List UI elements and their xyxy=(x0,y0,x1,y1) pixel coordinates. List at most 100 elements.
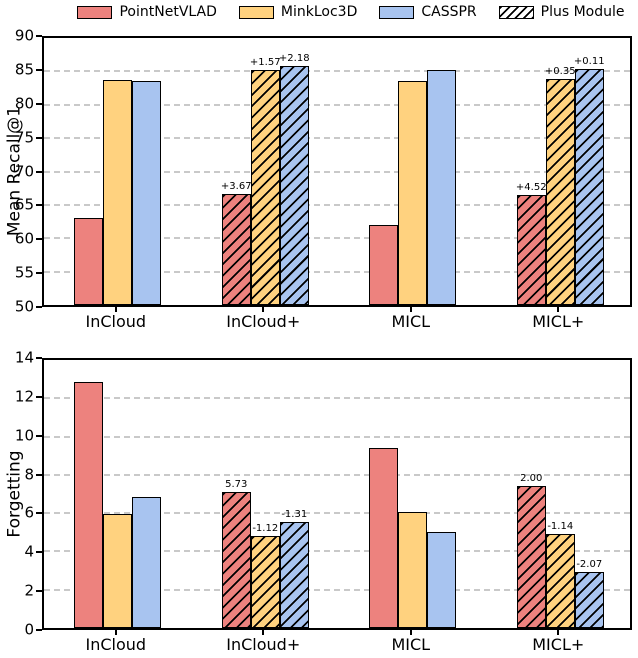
y-tick-label: 2 xyxy=(24,581,34,600)
bar-casspr-incloud xyxy=(132,496,162,628)
x-tick-label-micl+: MICL+ xyxy=(532,635,585,654)
bar-minkloc3d-micl+ xyxy=(545,79,575,305)
bar-annotation-pointnetvlad-incloud+: 5.73 xyxy=(225,478,248,490)
gridline-y-70 xyxy=(44,170,630,173)
bar-pointnetvlad-incloud xyxy=(74,382,104,628)
gridline-y-8 xyxy=(44,473,630,476)
bar-annotation-minkloc3d-incloud+: -1.12 xyxy=(252,522,279,534)
bar-annotation-casspr-micl+: -2.07 xyxy=(576,558,603,570)
bar-minkloc3d-micl xyxy=(398,81,428,305)
gridline-y-55 xyxy=(44,270,630,273)
legend-swatch-icon xyxy=(498,5,534,19)
y-tick-label: 90 xyxy=(14,26,34,45)
y-tick-label: 60 xyxy=(14,229,34,248)
bar-casspr-micl+ xyxy=(574,69,604,305)
bar-casspr-incloud+ xyxy=(279,521,309,628)
legend-item-plus-module: Plus Module xyxy=(498,4,625,20)
bar-annotation-pointnetvlad-incloud+: +3.67 xyxy=(220,180,252,192)
x-tick-mark xyxy=(557,630,560,635)
legend-item-minkloc3d: MinkLoc3D xyxy=(238,4,358,20)
y-tick-mark xyxy=(36,272,42,275)
legend-label: MinkLoc3D xyxy=(280,4,358,20)
bar-annotation-casspr-incloud+: -1.31 xyxy=(281,508,308,520)
plot-area-forgetting: 5.73 -1.12 -1.31 2.00 -1.14 -2.07 xyxy=(42,358,632,630)
legend-swatch-icon xyxy=(379,5,415,19)
y-tick-mark xyxy=(36,238,42,241)
y-tick-mark xyxy=(36,395,42,398)
bar-annotation-pointnetvlad-micl+: 2.00 xyxy=(520,473,543,485)
y-tick-mark xyxy=(36,136,42,139)
legend-label: CASSPR xyxy=(421,4,477,20)
bar-casspr-micl xyxy=(427,532,457,628)
bar-annotation-casspr-micl+: +0.11 xyxy=(573,56,605,68)
y-tick-mark xyxy=(36,204,42,207)
x-tick-mark xyxy=(557,307,560,312)
x-tick-mark xyxy=(262,630,265,635)
bar-annotation-minkloc3d-micl+: -1.14 xyxy=(547,521,574,533)
legend-swatch-icon xyxy=(238,5,274,19)
y-tick-label: 50 xyxy=(14,297,34,316)
bar-casspr-incloud+ xyxy=(279,66,309,305)
legend-item-casspr: CASSPR xyxy=(379,4,477,20)
x-tick-mark xyxy=(409,630,412,635)
y-tick-mark xyxy=(36,102,42,105)
y-tick-mark xyxy=(36,306,42,308)
y-tick-mark xyxy=(36,357,42,359)
legend-swatch-icon xyxy=(77,5,113,19)
y-tick-label: 80 xyxy=(14,94,34,113)
y-tick-mark xyxy=(36,629,42,631)
y-tick-mark xyxy=(36,434,42,437)
legend-item-pointnetvlad: PointNetVLAD xyxy=(77,4,217,20)
bar-minkloc3d-micl+ xyxy=(545,534,575,628)
x-tick-label-micl: MICL xyxy=(391,312,431,331)
y-tick-label: 70 xyxy=(14,162,34,180)
bar-annotation-minkloc3d-micl+: +0.35 xyxy=(544,66,576,78)
gridline-y-4 xyxy=(44,550,630,553)
bar-pointnetvlad-incloud+ xyxy=(221,491,251,628)
x-tick-label-incloud: InCloud xyxy=(85,635,147,654)
gridline-y-85 xyxy=(44,70,630,73)
x-tick-label-incloud+: InCloud+ xyxy=(226,312,301,331)
y-tick-mark xyxy=(36,473,42,476)
y-tick-label: 55 xyxy=(14,263,34,282)
bar-minkloc3d-incloud+ xyxy=(250,69,280,305)
gridline-y-60 xyxy=(44,237,630,240)
x-tick-label-micl+: MICL+ xyxy=(532,312,585,331)
gridline-y-10 xyxy=(44,435,630,438)
y-axis-label-forgetting: Forgetting xyxy=(4,450,25,538)
y-tick-mark xyxy=(36,551,42,554)
x-tick-label-micl: MICL xyxy=(391,635,431,654)
x-tick-mark xyxy=(262,307,265,312)
y-tick-label: 12 xyxy=(14,387,34,406)
gridline-y-75 xyxy=(44,137,630,140)
bar-pointnetvlad-micl xyxy=(369,448,399,628)
legend-label: PointNetVLAD xyxy=(119,4,217,20)
y-tick-mark xyxy=(36,512,42,515)
bar-minkloc3d-incloud+ xyxy=(250,535,280,628)
gridline-y-2 xyxy=(44,588,630,591)
y-tick-mark xyxy=(36,35,42,37)
bar-annotation-casspr-incloud+: +2.18 xyxy=(278,53,310,65)
bar-pointnetvlad-incloud xyxy=(74,218,104,305)
y-tick-label: 6 xyxy=(24,503,34,522)
bar-casspr-incloud xyxy=(132,80,162,305)
y-tick-mark xyxy=(36,590,42,593)
gridline-y-80 xyxy=(44,103,630,106)
x-tick-mark xyxy=(114,307,117,312)
gridline-y-12 xyxy=(44,397,630,400)
y-tick-mark xyxy=(36,68,42,71)
bar-minkloc3d-incloud xyxy=(103,80,133,305)
x-tick-mark xyxy=(114,630,117,635)
gridline-y-6 xyxy=(44,512,630,515)
y-tick-mark xyxy=(36,170,42,173)
bar-pointnetvlad-micl+ xyxy=(516,194,546,305)
legend: PointNetVLAD MinkLoc3D CASSPR Plus Module xyxy=(0,1,638,23)
y-tick-label: 75 xyxy=(14,128,34,147)
y-tick-label: 14 xyxy=(14,348,34,367)
bar-minkloc3d-incloud xyxy=(103,514,133,628)
y-tick-label: 4 xyxy=(24,542,34,561)
x-tick-mark xyxy=(409,307,412,312)
bar-casspr-micl xyxy=(427,70,457,305)
y-tick-label: 0 xyxy=(24,620,34,639)
